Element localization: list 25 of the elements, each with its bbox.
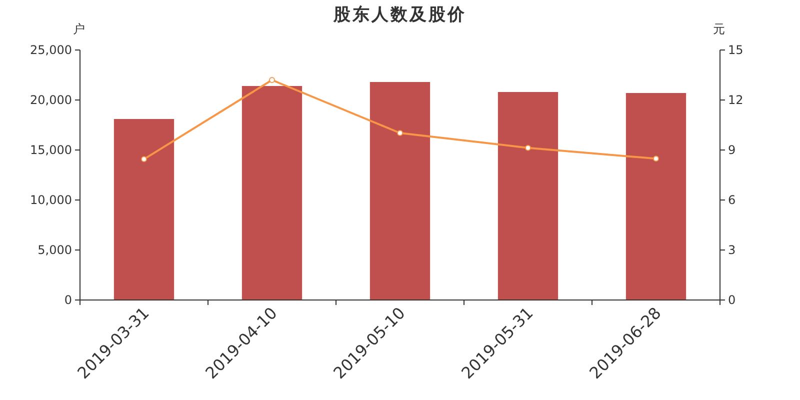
point [141,156,147,162]
bar [242,86,302,300]
y2-tick-label: 15 [728,43,744,57]
y2-tick-label: 12 [728,93,744,107]
y2-tick-label: 0 [728,293,736,307]
y-tick-label: 15,000 [30,143,72,157]
bar [626,93,686,300]
y2-tick-label: 6 [728,193,736,207]
y-tick-label: 5,000 [38,243,72,257]
y-tick-label: 20,000 [30,93,72,107]
y-tick-label: 0 [64,293,72,307]
y-tick-label: 10,000 [30,193,72,207]
point [269,77,275,83]
point [653,156,659,162]
y-tick-label: 25,000 [30,43,72,57]
y2-axis-title: 元 [713,22,725,36]
bar [114,119,174,300]
bar [370,82,430,300]
point [397,130,403,136]
bar [498,92,558,300]
y2-tick-label: 9 [728,143,736,157]
y2-tick-label: 3 [728,243,736,257]
y-axis-title: 户 [73,22,85,36]
chart-title: 股东人数及股价 [332,5,466,25]
point [525,144,531,151]
